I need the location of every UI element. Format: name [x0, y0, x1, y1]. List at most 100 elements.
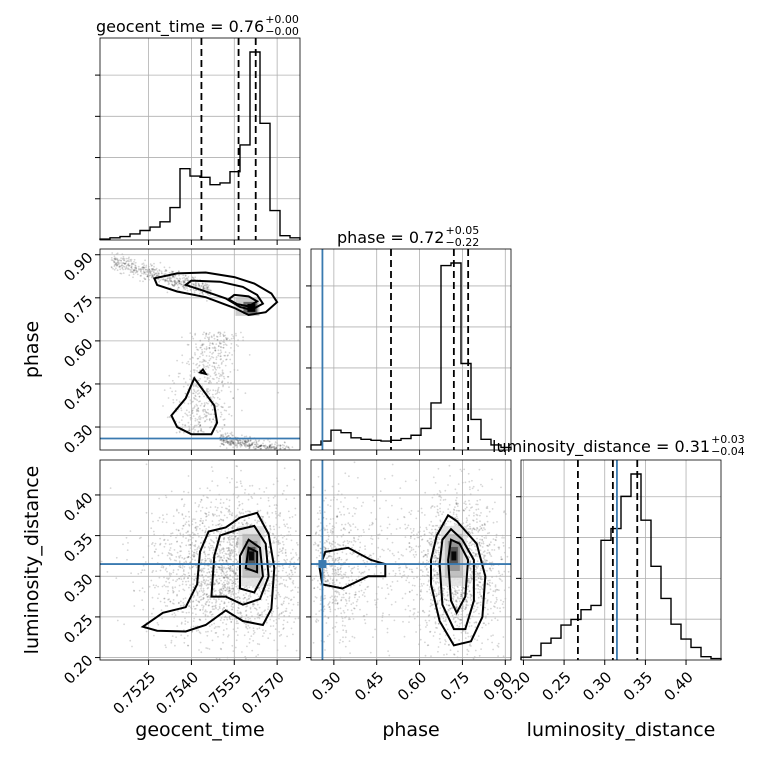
sample-point: [472, 657, 475, 660]
sample-point: [217, 349, 220, 352]
sample-point: [189, 374, 192, 376]
sample-point: [115, 258, 117, 261]
sample-point: [220, 411, 222, 414]
sample-point: [238, 589, 240, 592]
sample-point: [211, 365, 214, 368]
sample-point: [286, 635, 288, 638]
sample-point: [151, 275, 154, 278]
sample-point: [213, 416, 216, 418]
sample-point: [248, 641, 251, 644]
sample-point: [283, 448, 285, 450]
sample-point: [139, 268, 142, 271]
sample-point: [342, 636, 344, 639]
sample-point: [229, 440, 232, 443]
sample-point: [129, 259, 132, 261]
sample-point: [283, 523, 286, 526]
sample-point: [286, 523, 288, 525]
sample-point: [277, 554, 280, 557]
sample-point: [206, 600, 209, 603]
sample-point: [185, 409, 188, 412]
sample-point: [238, 597, 241, 600]
sample-point: [269, 594, 272, 597]
sample-point: [219, 445, 222, 448]
sample-point: [479, 498, 481, 501]
sample-point: [189, 584, 191, 586]
sample-point: [157, 597, 159, 600]
sample-point: [168, 276, 171, 279]
sample-point: [270, 570, 273, 573]
sample-point: [208, 393, 211, 395]
sample-point: [226, 440, 229, 443]
sample-point: [228, 541, 231, 543]
sample-point: [181, 541, 183, 544]
sample-point: [291, 548, 294, 551]
sample-point: [144, 278, 146, 281]
sample-point: [182, 598, 185, 600]
sample-point: [278, 617, 280, 620]
sample-point: [200, 352, 203, 355]
sample-point: [456, 624, 459, 627]
sample-point: [239, 444, 242, 447]
sample-point: [410, 546, 413, 549]
sample-point: [352, 602, 355, 604]
sample-point: [198, 395, 201, 398]
sample-point: [235, 559, 238, 561]
sample-point: [188, 605, 191, 607]
sample-point: [237, 442, 240, 445]
sample-point: [225, 358, 228, 361]
sample-point: [230, 593, 233, 595]
sample-point: [433, 506, 436, 508]
sample-point: [459, 622, 461, 625]
sample-point: [328, 606, 331, 608]
sample-point: [286, 586, 289, 588]
sample-point: [206, 634, 209, 637]
sample-point: [198, 283, 200, 286]
sample-point: [427, 571, 430, 574]
sample-point: [312, 641, 315, 644]
sample-point: [213, 347, 216, 349]
sample-point: [208, 379, 211, 382]
sample-point: [201, 291, 204, 294]
sample-point: [197, 532, 199, 535]
sample-point: [256, 643, 259, 645]
sample-point: [243, 444, 246, 447]
sample-point: [472, 543, 474, 545]
sample-point: [275, 447, 278, 449]
sample-point: [166, 513, 168, 516]
sample-point: [127, 262, 130, 265]
sample-point: [336, 536, 339, 538]
sample-point: [258, 439, 261, 442]
sample-point: [171, 275, 174, 277]
sample-point: [220, 355, 222, 357]
sample-point: [222, 439, 225, 442]
sample-point: [494, 602, 496, 605]
sample-point: [245, 435, 248, 438]
sample-point: [282, 602, 285, 605]
sample-point: [223, 377, 226, 380]
sample-point: [255, 447, 257, 449]
sample-point: [229, 570, 232, 572]
sample-point: [182, 280, 185, 283]
sample-point: [220, 519, 223, 521]
sample-point: [467, 528, 470, 530]
sample-point: [466, 653, 469, 656]
sample-point: [183, 503, 186, 506]
sample-point: [133, 266, 136, 269]
sample-point: [268, 505, 271, 508]
sample-point: [428, 619, 431, 622]
sample-point: [457, 614, 460, 616]
sample-point: [355, 578, 358, 581]
sample-point: [198, 364, 201, 367]
sample-point: [194, 395, 197, 398]
sample-point: [324, 548, 327, 551]
sample-point: [370, 557, 373, 559]
sample-point: [330, 542, 333, 545]
sample-point: [183, 276, 186, 279]
sample-point: [269, 445, 272, 447]
sample-point: [223, 423, 226, 426]
sample-point: [345, 629, 348, 632]
sample-point: [186, 277, 188, 280]
sample-point: [197, 431, 200, 433]
sample-point: [241, 409, 243, 412]
sample-point: [230, 433, 233, 436]
